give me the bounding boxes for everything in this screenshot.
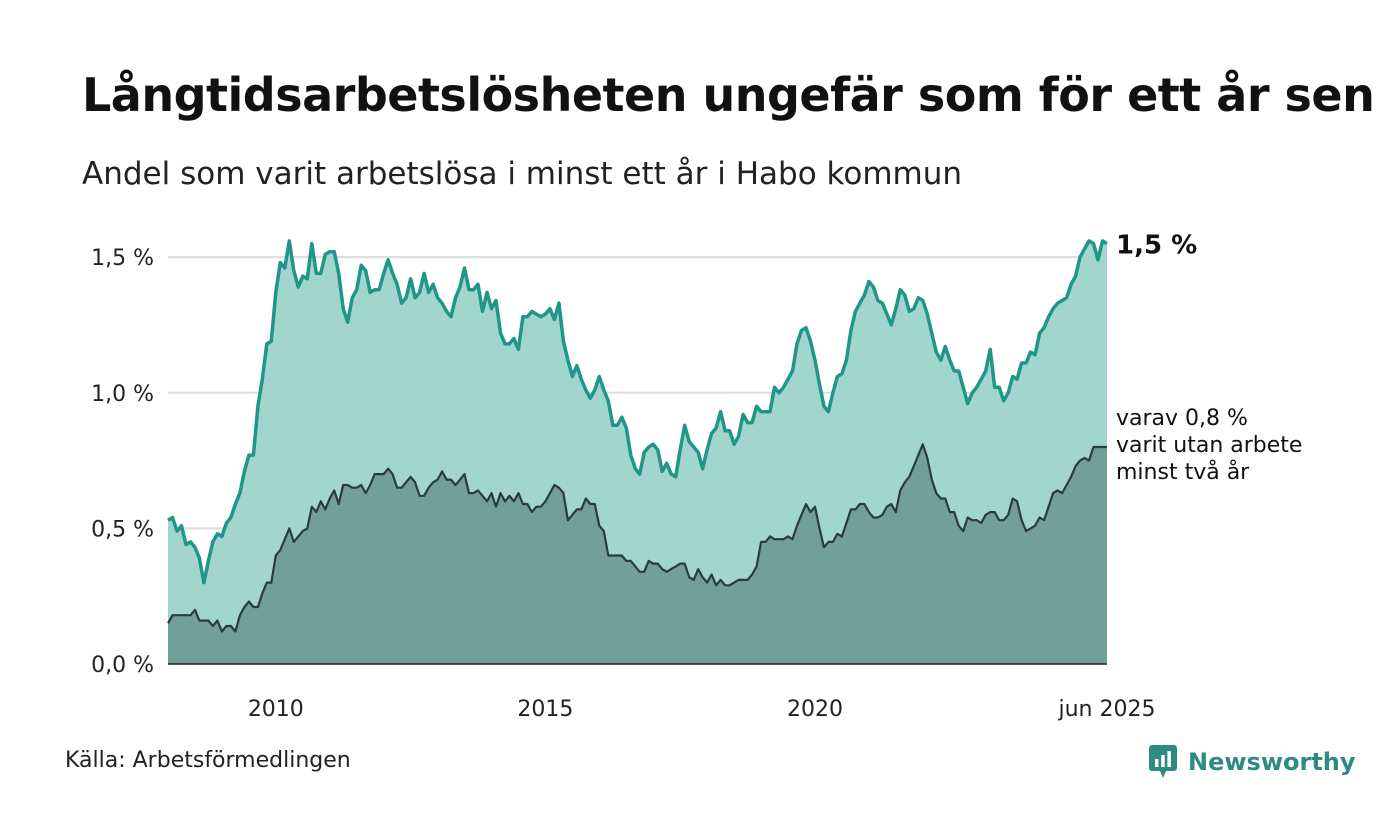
series-line-min1 — [167, 239, 1108, 585]
brand-logo[interactable]: Newsworthy — [1148, 742, 1356, 782]
series-area-min2 — [168, 444, 1107, 664]
inner-series-label-line: varit utan arbete — [1116, 433, 1302, 458]
y-tick-label: 0,5 % — [91, 517, 154, 542]
source-note: Källa: Arbetsförmedlingen — [65, 748, 351, 773]
chart-subtitle: Andel som varit arbetslösa i minst ett å… — [82, 156, 963, 192]
brand-name: Newsworthy — [1188, 748, 1356, 776]
inner-series-label-line: varav 0,8 % — [1116, 406, 1248, 431]
series-line-min2 — [167, 443, 1107, 633]
chart-logo-icon — [1149, 745, 1177, 778]
y-tick-label: 1,5 % — [91, 246, 154, 271]
x-tick-label: 2010 — [248, 697, 304, 722]
chart-title: Långtidsarbetslösheten ungefär som för e… — [82, 68, 1375, 122]
x-tick-label: 2015 — [517, 697, 573, 722]
y-tick-label: 1,0 % — [91, 382, 154, 407]
y-tick-label: 0,0 % — [91, 653, 154, 678]
inner-series-label-line: minst två år — [1116, 459, 1250, 485]
x-tick-label: jun 2025 — [1058, 697, 1156, 722]
end-value-label: 1,5 % — [1116, 231, 1197, 261]
x-tick-label: 2020 — [787, 697, 843, 722]
